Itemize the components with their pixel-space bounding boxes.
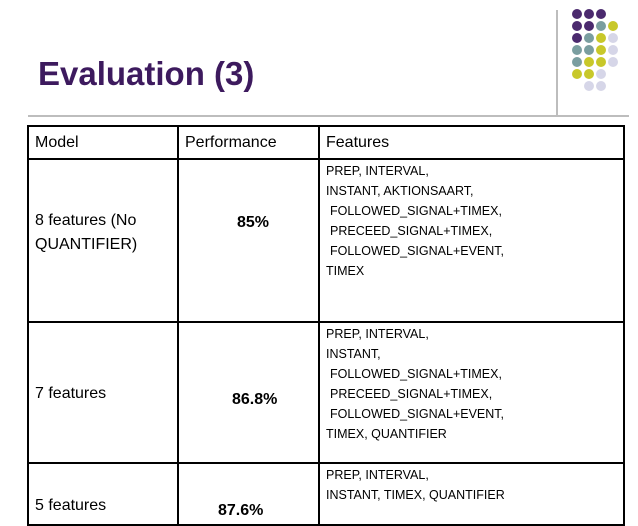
vertical-accent-line	[556, 10, 558, 116]
dot	[584, 9, 594, 19]
dot	[596, 33, 606, 43]
dot	[608, 33, 618, 43]
dot	[608, 57, 618, 67]
model-line: 7 features	[35, 384, 107, 402]
model-cell: 7 features	[27, 321, 179, 464]
slide-title: Evaluation (3)	[38, 55, 255, 92]
feature-line: PRECEED_SIGNAL+TIMEX,	[330, 387, 493, 401]
dot	[584, 57, 594, 67]
model-cell: 8 features (No QUANTIFIER)	[27, 158, 179, 323]
feature-line: FOLLOWED_SIGNAL+EVENT,	[330, 244, 505, 258]
dot-grid-decoration	[566, 9, 636, 91]
dot	[596, 45, 606, 55]
dot	[596, 9, 606, 19]
feature-line: PREP, INTERVAL,	[326, 164, 429, 178]
model-line: 8 features (No	[35, 211, 137, 229]
feature-line: PRECEED_SIGNAL+TIMEX,	[330, 224, 493, 238]
model-line: 5 features	[35, 497, 107, 514]
feature-line: FOLLOWED_SIGNAL+TIMEX,	[330, 367, 502, 381]
dot	[584, 81, 594, 91]
model-cell: 5 features	[27, 462, 179, 526]
performance-cell: 85%	[177, 158, 320, 323]
dot	[584, 45, 594, 55]
dot	[572, 69, 582, 79]
table-row: 5 features 87.6% PREP, INTERVAL, INSTANT…	[27, 462, 625, 526]
features-cell: PREP, INTERVAL, INSTANT, FOLLOWED_SIGNAL…	[318, 321, 625, 464]
feature-line: INSTANT,	[326, 347, 381, 361]
dot	[572, 57, 582, 67]
feature-line: TIMEX	[326, 264, 365, 278]
feature-line: INSTANT, AKTIONSAART,	[326, 184, 474, 198]
dot	[572, 9, 582, 19]
dot	[596, 57, 606, 67]
feature-line: TIMEX, QUANTIFIER	[326, 427, 447, 441]
dot	[608, 45, 618, 55]
dot	[584, 33, 594, 43]
table-row: 7 features 86.8% PREP, INTERVAL, INSTANT…	[27, 321, 625, 464]
feature-line: FOLLOWED_SIGNAL+EVENT,	[330, 407, 505, 421]
evaluation-table: Model Performance Features 8 features (N…	[27, 125, 625, 526]
header-features: Features	[318, 125, 625, 160]
dot	[572, 21, 582, 31]
performance-cell: 86.8%	[177, 321, 320, 464]
dot	[572, 33, 582, 43]
feature-line: INSTANT, TIMEX, QUANTIFIER	[326, 488, 505, 502]
table-header-row: Model Performance Features	[27, 125, 625, 160]
header-performance: Performance	[177, 125, 320, 160]
features-cell: PREP, INTERVAL, INSTANT, AKTIONSAART, FO…	[318, 158, 625, 323]
table-row: 8 features (No QUANTIFIER) 85% PREP, INT…	[27, 158, 625, 323]
dot	[596, 81, 606, 91]
dot	[596, 69, 606, 79]
feature-line: FOLLOWED_SIGNAL+TIMEX,	[330, 204, 502, 218]
header-model: Model	[27, 125, 179, 160]
feature-line: PREP, INTERVAL,	[326, 468, 429, 482]
dot	[608, 21, 618, 31]
features-cell: PREP, INTERVAL, INSTANT, TIMEX, QUANTIFI…	[318, 462, 625, 526]
feature-line: PREP, INTERVAL,	[326, 327, 429, 341]
performance-cell: 87.6%	[177, 462, 320, 526]
dot	[584, 21, 594, 31]
dot	[572, 45, 582, 55]
model-line: QUANTIFIER)	[35, 235, 138, 253]
dot	[584, 69, 594, 79]
dot	[596, 21, 606, 31]
horizontal-accent-line	[28, 115, 629, 117]
